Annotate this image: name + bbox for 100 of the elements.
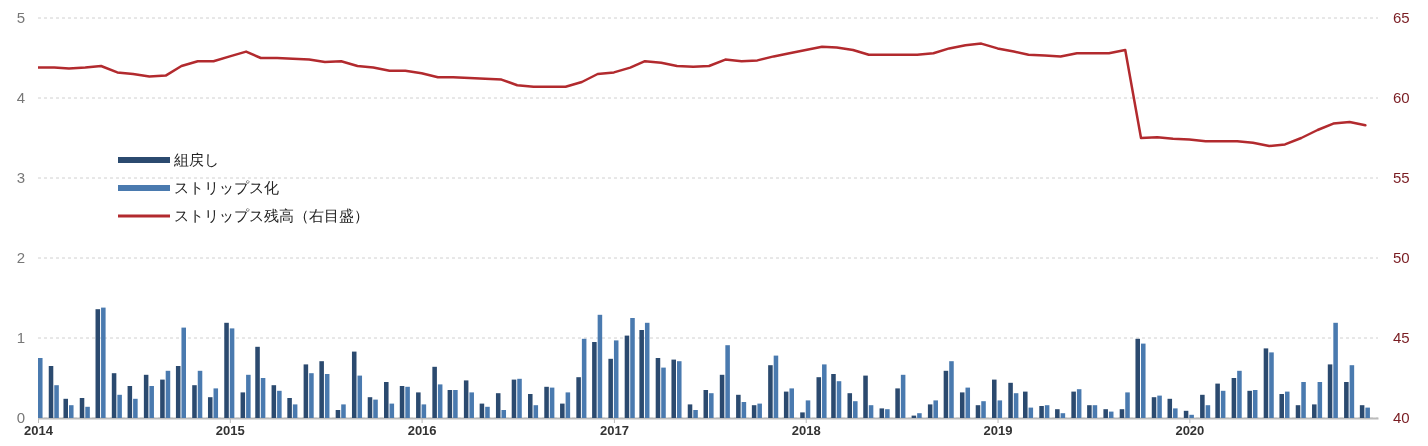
bar: [1092, 405, 1098, 418]
bar: [501, 410, 507, 418]
bar: [1173, 408, 1178, 418]
bar: [85, 406, 90, 418]
bar: [959, 392, 965, 418]
y2-tick-label: 65: [1393, 9, 1410, 27]
bar: [789, 388, 794, 418]
bar: [868, 405, 874, 418]
bar: [384, 382, 389, 418]
bar: [768, 365, 773, 418]
y2-tick-label: 40: [1393, 409, 1410, 427]
bar: [528, 394, 533, 418]
bar: [69, 405, 74, 418]
bar: [246, 374, 251, 418]
bar: [224, 322, 229, 418]
legend-label: 組戻し: [173, 151, 219, 169]
bar: [319, 361, 324, 418]
bar: [149, 386, 154, 418]
bar: [822, 364, 827, 418]
bar: [1279, 394, 1284, 418]
bar: [453, 390, 458, 418]
bar: [709, 393, 714, 418]
bar: [1023, 391, 1028, 418]
bar: [693, 410, 698, 418]
bar: [517, 378, 522, 418]
bar: [1215, 383, 1220, 418]
bar: [736, 394, 741, 418]
x-tick-label: 2016: [407, 423, 437, 439]
bar: [207, 397, 213, 418]
bar: [1039, 406, 1044, 418]
bar: [847, 393, 853, 418]
x-tick-label: 2018: [791, 423, 821, 439]
bar: [1247, 390, 1252, 418]
bar: [38, 358, 43, 418]
bar: [533, 405, 539, 418]
bar: [63, 398, 68, 418]
bar: [687, 404, 693, 418]
bar: [576, 377, 581, 418]
bar: [975, 405, 981, 418]
bar: [160, 379, 165, 418]
bar: [101, 307, 106, 418]
bar: [357, 375, 363, 418]
bar: [560, 403, 565, 418]
bar: [373, 399, 378, 418]
bar: [671, 359, 676, 418]
bar: [1295, 405, 1301, 418]
bar: [885, 409, 890, 418]
bar: [997, 400, 1003, 418]
bar: [1189, 414, 1194, 418]
bar: [544, 386, 549, 418]
bar: [309, 373, 314, 418]
bar: [240, 392, 246, 418]
bar: [1141, 343, 1146, 418]
y-tick-label: 5: [16, 9, 25, 27]
bar: [816, 377, 822, 418]
bar: [405, 386, 410, 418]
bar: [1333, 322, 1338, 418]
bar: [565, 392, 571, 418]
bar: [485, 406, 490, 418]
bar: [341, 404, 346, 418]
bar: [592, 342, 597, 418]
bar: [1365, 407, 1370, 418]
bar: [192, 385, 197, 418]
bar: [213, 388, 219, 418]
bar: [1284, 391, 1290, 418]
x-tick-label: 2020: [1175, 423, 1205, 439]
bar: [1055, 409, 1060, 418]
bar: [800, 412, 805, 418]
bar: [1344, 382, 1349, 418]
bar: [255, 346, 260, 418]
bar: [133, 398, 138, 418]
y-tick-label: 1: [16, 329, 25, 347]
y-tick-label: 0: [16, 409, 25, 427]
y-tick-label: 2: [16, 249, 25, 267]
bar: [1119, 409, 1125, 418]
y2-tick-label: 45: [1393, 329, 1410, 347]
y-tick-label: 4: [16, 89, 25, 107]
x-tick-label: 2019: [983, 423, 1013, 439]
bar: [1157, 395, 1162, 418]
bar: [879, 408, 885, 418]
bar: [1135, 338, 1141, 418]
bar: [639, 330, 644, 418]
bar: [1312, 404, 1317, 418]
bar: [421, 404, 427, 418]
bar: [181, 327, 186, 418]
bar: [1125, 392, 1130, 418]
x-tick-label: 2015: [215, 423, 245, 439]
bar: [1060, 413, 1066, 418]
bar: [917, 413, 922, 418]
x-tick-label: 2017: [599, 423, 629, 439]
bar: [831, 374, 836, 418]
bar: [895, 388, 900, 418]
bar: [981, 401, 986, 418]
bar: [965, 387, 971, 418]
y2-tick-label: 55: [1393, 169, 1410, 187]
bar: [1008, 382, 1013, 418]
bar: [853, 401, 858, 418]
bar: [54, 385, 59, 418]
bar: [805, 400, 811, 418]
bar: [416, 392, 421, 418]
